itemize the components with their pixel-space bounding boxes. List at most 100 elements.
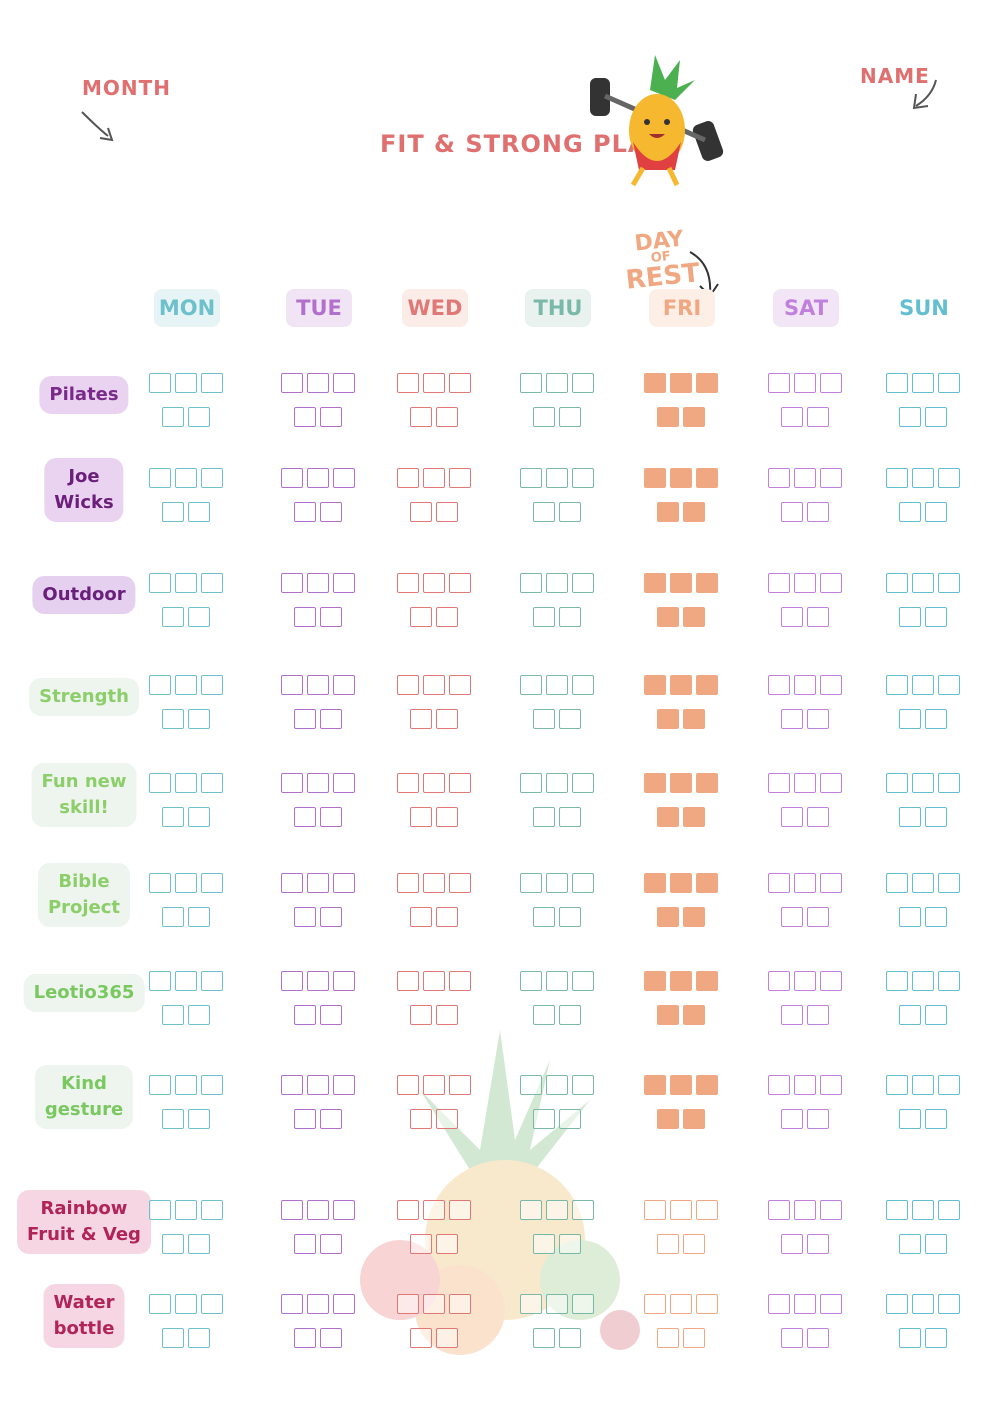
checkbox [162, 1005, 184, 1025]
checkbox [333, 573, 355, 593]
checkbox [807, 1328, 829, 1348]
checkbox [912, 675, 934, 695]
checkbox [520, 1075, 542, 1095]
checkbox [520, 573, 542, 593]
checkbox [886, 1200, 908, 1220]
activity-label: Outdoor [32, 576, 136, 614]
checkbox [807, 502, 829, 522]
checkbox [397, 1075, 419, 1095]
checkbox [768, 373, 790, 393]
checkbox [807, 807, 829, 827]
checkbox [820, 1200, 842, 1220]
checkbox [333, 773, 355, 793]
checkbox [696, 1075, 718, 1095]
checkbox [820, 1294, 842, 1314]
checkbox [175, 373, 197, 393]
day-label: TUE [286, 289, 352, 327]
checkbox [807, 1005, 829, 1025]
checkbox [886, 873, 908, 893]
checkbox [436, 1328, 458, 1348]
checkbox [449, 573, 471, 593]
checkbox [683, 1234, 705, 1254]
activity-line: Rainbow [40, 1198, 128, 1219]
checkbox [696, 675, 718, 695]
checkbox [670, 373, 692, 393]
checkbox [423, 1294, 445, 1314]
checkbox [320, 607, 342, 627]
checkbox [436, 807, 458, 827]
checkbox [938, 573, 960, 593]
checkbox [307, 573, 329, 593]
checkbox [201, 971, 223, 991]
checkbox [320, 1234, 342, 1254]
checkbox [201, 773, 223, 793]
checkbox [572, 573, 594, 593]
checkbox [559, 1328, 581, 1348]
checkbox [781, 1234, 803, 1254]
checkbox [886, 675, 908, 695]
checkbox [533, 1109, 555, 1129]
checkbox [162, 1328, 184, 1348]
checkbox [449, 373, 471, 393]
checkbox [696, 373, 718, 393]
checkbox [546, 773, 568, 793]
checkbox [899, 607, 921, 627]
checkbox [449, 675, 471, 695]
checkbox [533, 907, 555, 927]
checkbox [149, 971, 171, 991]
checkbox [912, 873, 934, 893]
activity-line: Pilates [49, 384, 119, 405]
checkbox [794, 773, 816, 793]
checkbox [559, 1005, 581, 1025]
day-label: WED [402, 289, 468, 327]
checkbox [807, 1234, 829, 1254]
checkbox [912, 468, 934, 488]
checkbox [188, 907, 210, 927]
activity-line: Fruit & Veg [27, 1224, 141, 1245]
checkbox [938, 373, 960, 393]
month-label: MONTH [82, 76, 172, 100]
checkbox [683, 907, 705, 927]
checkbox [820, 1075, 842, 1095]
checkbox [188, 709, 210, 729]
checkbox [794, 1200, 816, 1220]
checkbox [807, 607, 829, 627]
checkbox [175, 1075, 197, 1095]
activity-line: bottle [53, 1318, 115, 1339]
activity-line: Water [53, 1292, 115, 1313]
checkbox [683, 807, 705, 827]
checkbox [533, 1005, 555, 1025]
checkbox [820, 773, 842, 793]
activity-line: Outdoor [42, 584, 126, 605]
checkbox [657, 807, 679, 827]
day-label: FRI [649, 289, 715, 327]
pineapple-mascot [590, 55, 724, 187]
checkbox [768, 873, 790, 893]
checkbox [449, 773, 471, 793]
checkbox [657, 1234, 679, 1254]
checkbox [794, 1294, 816, 1314]
checkbox [175, 468, 197, 488]
checkbox [188, 407, 210, 427]
checkbox [423, 1200, 445, 1220]
checkbox [162, 907, 184, 927]
checkbox [644, 675, 666, 695]
checkbox [162, 407, 184, 427]
activity-line: Wicks [54, 492, 114, 513]
checkbox [397, 1200, 419, 1220]
checkbox [696, 873, 718, 893]
checkbox [683, 407, 705, 427]
checkbox [644, 971, 666, 991]
checkbox [696, 1294, 718, 1314]
checkbox [294, 1234, 316, 1254]
checkbox [657, 607, 679, 627]
checkbox [281, 468, 303, 488]
checkbox [162, 709, 184, 729]
checkbox [436, 1109, 458, 1129]
checkbox [397, 873, 419, 893]
checkbox [781, 607, 803, 627]
checkbox [938, 773, 960, 793]
checkbox [938, 971, 960, 991]
checkbox [162, 1234, 184, 1254]
checkbox [781, 1109, 803, 1129]
